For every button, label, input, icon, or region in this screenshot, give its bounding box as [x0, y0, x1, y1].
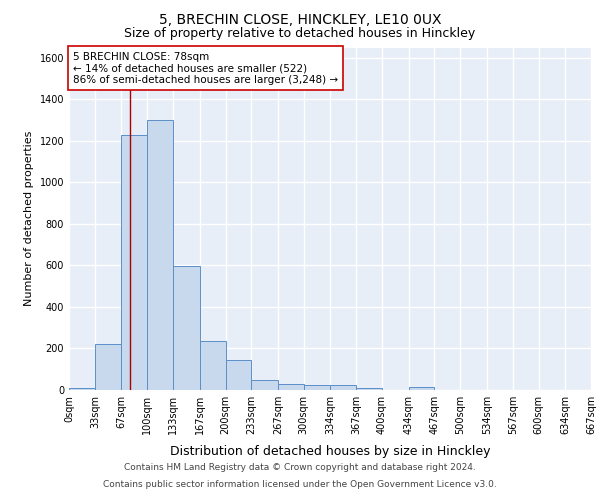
- Bar: [69, 388, 95, 390]
- Bar: [121, 134, 147, 390]
- Text: 5, BRECHIN CLOSE, HINCKLEY, LE10 0UX: 5, BRECHIN CLOSE, HINCKLEY, LE10 0UX: [159, 12, 441, 26]
- Bar: [331, 385, 356, 390]
- X-axis label: Distribution of detached houses by size in Hinckley: Distribution of detached houses by size …: [170, 446, 490, 458]
- Bar: [409, 387, 434, 390]
- Y-axis label: Number of detached properties: Number of detached properties: [24, 131, 34, 306]
- Bar: [95, 344, 121, 390]
- Bar: [251, 380, 278, 390]
- Text: 5 BRECHIN CLOSE: 78sqm
← 14% of detached houses are smaller (522)
86% of semi-de: 5 BRECHIN CLOSE: 78sqm ← 14% of detached…: [73, 52, 338, 85]
- Bar: [173, 266, 200, 390]
- Bar: [147, 120, 173, 390]
- Bar: [304, 385, 331, 390]
- Bar: [226, 360, 251, 390]
- Text: Contains HM Land Registry data © Crown copyright and database right 2024.: Contains HM Land Registry data © Crown c…: [124, 464, 476, 472]
- Bar: [278, 384, 304, 390]
- Text: Contains public sector information licensed under the Open Government Licence v3: Contains public sector information licen…: [103, 480, 497, 489]
- Bar: [356, 388, 382, 390]
- Bar: [200, 341, 226, 390]
- Text: Size of property relative to detached houses in Hinckley: Size of property relative to detached ho…: [124, 28, 476, 40]
